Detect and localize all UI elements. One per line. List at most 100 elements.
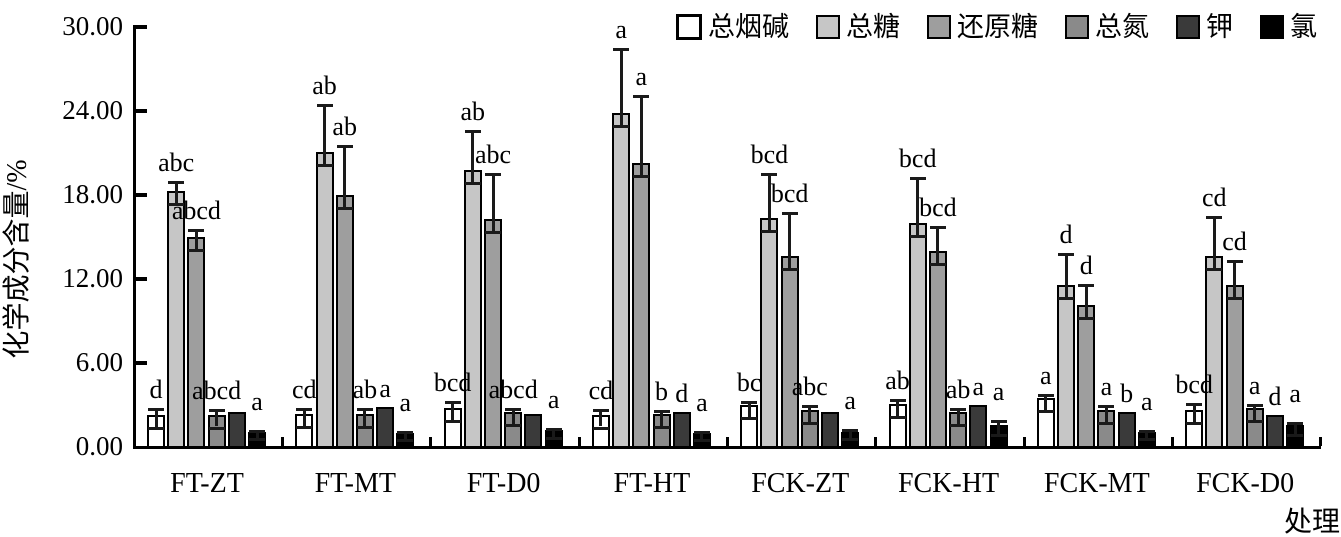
bar (187, 237, 206, 448)
bar (1205, 255, 1224, 448)
error-bar-cap-top (1226, 259, 1243, 263)
error-bar-cap-bottom (1138, 438, 1155, 442)
error-bar-cap-top (781, 212, 798, 216)
significance-letter: a (615, 15, 627, 45)
error-bar-cap-top (633, 94, 650, 98)
error-bar-cap-top (444, 401, 461, 405)
error-bar-line (916, 177, 920, 236)
error-bar-cap-bottom (801, 421, 818, 425)
error-bar-cap-bottom (485, 231, 501, 235)
significance-letter: abcd (192, 375, 242, 405)
error-bar-cap-bottom (208, 426, 225, 430)
error-bar-line (1192, 403, 1196, 422)
error-bar-line (1233, 259, 1236, 297)
error-bar-cap-bottom (1186, 421, 1203, 425)
error-bar-cap-top (613, 48, 630, 52)
error-bar-cap-bottom (1078, 316, 1095, 320)
significance-letter: cd (1202, 183, 1227, 213)
bar (780, 255, 799, 448)
significance-letter: ab (885, 366, 910, 396)
x-tick (429, 437, 433, 446)
significance-letter: d (149, 375, 163, 405)
error-bar-line (215, 408, 219, 427)
error-bar-line (956, 407, 960, 425)
error-bar-line (1253, 404, 1257, 421)
x-tick (726, 437, 730, 446)
error-bar-cap-top (741, 400, 758, 404)
significance-letter: a (1248, 371, 1261, 400)
significance-letter: ab (945, 374, 971, 404)
legend-label: 总氮 (1095, 12, 1149, 42)
error-bar-cap-top (249, 429, 265, 433)
significance-letter: d (1079, 250, 1093, 280)
significance-letter: a (696, 387, 708, 417)
significance-letter: a (992, 377, 1005, 407)
error-bar-cap-top (356, 408, 373, 412)
error-bar-cap-top (1078, 283, 1095, 287)
y-tick (136, 193, 147, 197)
error-bar-cap-top (592, 408, 609, 412)
error-bar-cap-bottom (909, 235, 926, 239)
significance-letter: a (844, 385, 856, 415)
significance-letter: a (399, 387, 412, 417)
significance-letter: a (1040, 360, 1052, 390)
error-bar-cap-bottom (444, 420, 461, 424)
error-bar-cap-bottom (889, 416, 906, 419)
bar (672, 412, 691, 448)
y-axis-line (133, 25, 136, 449)
error-bar-cap-bottom (1246, 420, 1263, 424)
error-bar-cap-bottom (1226, 297, 1243, 300)
x-tick (1319, 437, 1323, 446)
legend-item: 总氮 (1065, 12, 1149, 42)
significance-letter: a (547, 384, 560, 414)
bar (167, 191, 186, 448)
category-label: FCK-D0 (1196, 468, 1295, 499)
legend-item: 钾 (1176, 12, 1233, 42)
error-bar-line (997, 420, 1000, 435)
significance-letter: cd (292, 375, 317, 405)
significance-letter: abcd (171, 196, 221, 225)
bar (463, 170, 482, 448)
bar (1265, 415, 1284, 448)
legend-item: 总烟碱 (676, 12, 789, 42)
y-tick-label: 30.00 (62, 11, 123, 41)
error-bar-line (936, 226, 940, 264)
error-bar-line (619, 48, 623, 125)
error-bar-cap-top (653, 409, 670, 413)
error-bar-line (700, 430, 704, 439)
error-bar-cap-bottom (168, 203, 185, 207)
significance-letter: bcd (433, 368, 472, 398)
y-tick-label: 24.00 (62, 95, 123, 125)
error-bar-line (788, 212, 792, 268)
category-label: FCK-MT (1043, 468, 1150, 499)
category-label: FCK-ZT (751, 468, 850, 499)
significance-letter: abc (158, 148, 195, 178)
error-bar-cap-top (1058, 252, 1074, 256)
error-bar-line (767, 173, 771, 230)
error-bar-cap-bottom (653, 425, 670, 429)
error-bar-line (848, 428, 852, 439)
error-bar-line (1064, 252, 1068, 297)
error-bar-cap-bottom (336, 207, 353, 211)
error-bar-cap-bottom (1058, 297, 1074, 300)
significance-letter: d (675, 379, 689, 409)
bar (1117, 411, 1136, 448)
significance-letter: a (972, 372, 985, 402)
bar (484, 219, 502, 448)
error-bar-line (255, 429, 259, 439)
bar (376, 406, 395, 448)
legend: 总烟碱 总糖 还原糖 总氮 钾 氯 (676, 12, 1317, 42)
error-bar-line (747, 400, 751, 418)
error-bar-cap-top (485, 173, 501, 176)
error-bar-line (1145, 429, 1149, 439)
error-bar-cap-top (761, 173, 778, 176)
error-bar-cap-bottom (741, 417, 758, 421)
error-bar-cap-top (505, 407, 522, 411)
significance-letter: ab (460, 96, 486, 126)
error-bar-cap-top (148, 408, 164, 412)
legend-label: 钾 (1206, 12, 1233, 42)
bar (524, 413, 543, 448)
legend-label: 还原糖 (957, 12, 1038, 42)
legend-swatch (927, 15, 951, 39)
error-bar-cap-top (693, 430, 710, 434)
